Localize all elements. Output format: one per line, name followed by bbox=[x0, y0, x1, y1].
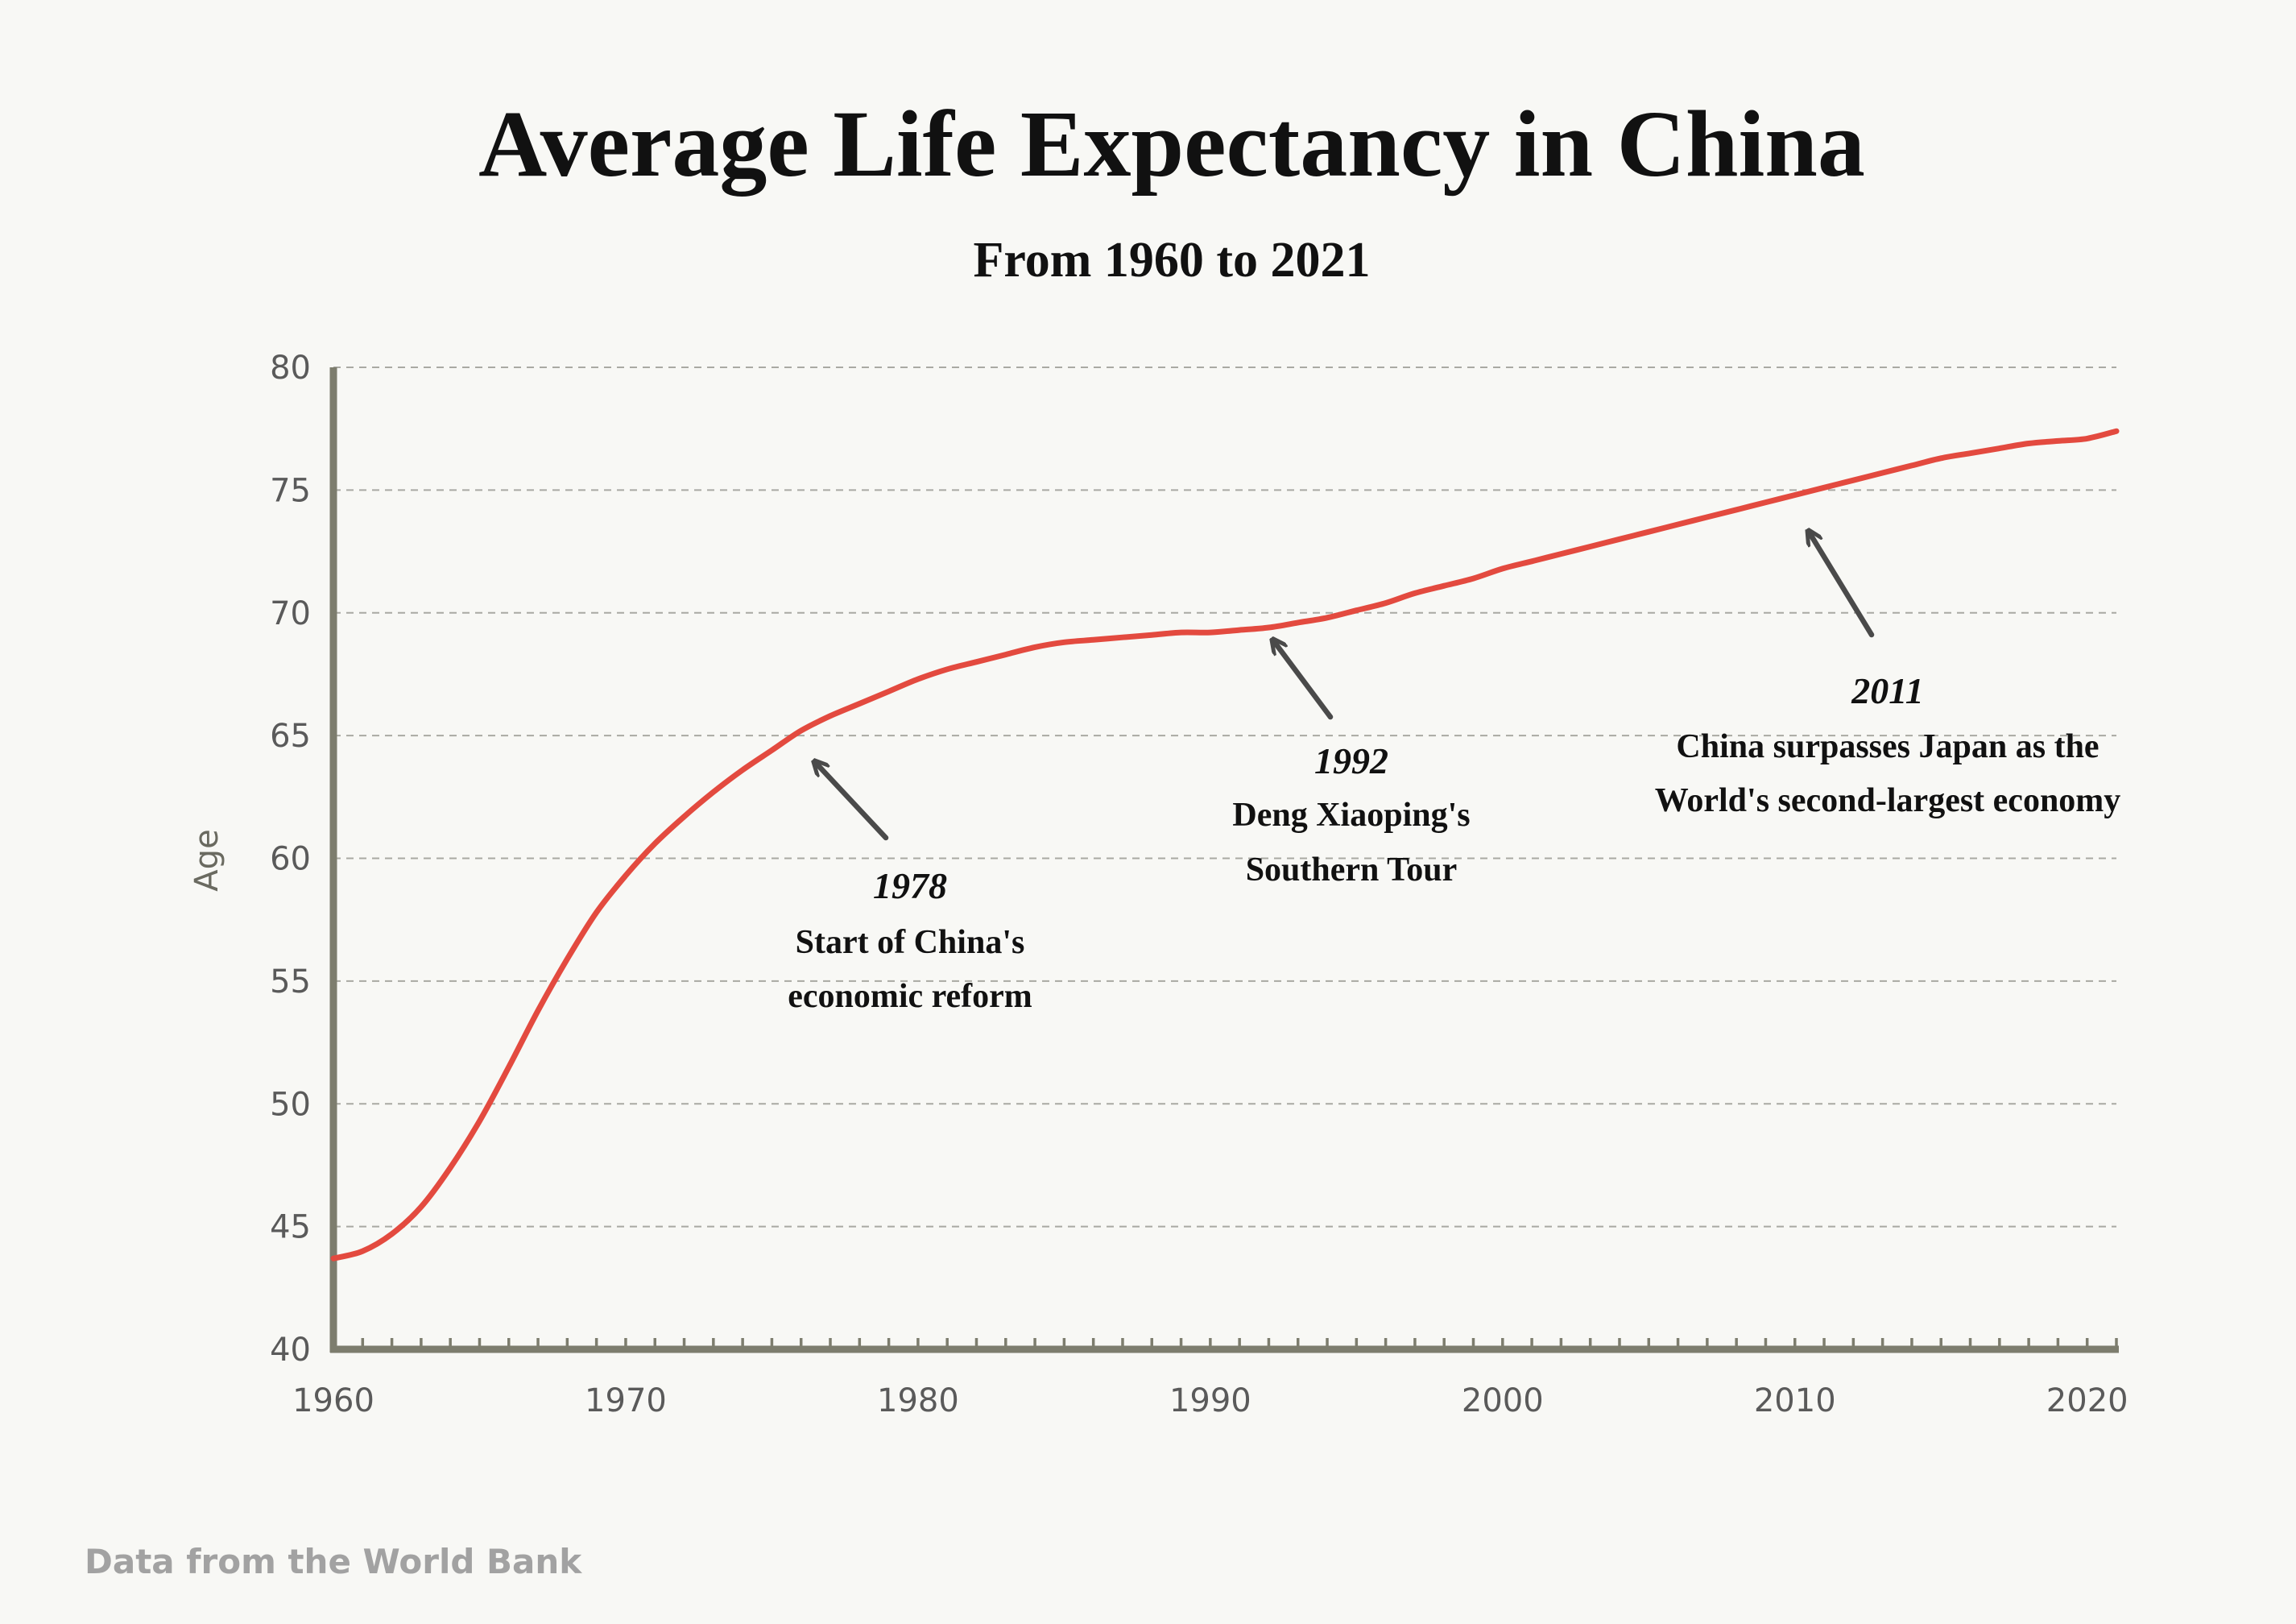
annotation-line-1992-1: Deng Xiaoping's bbox=[1232, 797, 1470, 834]
y-tick-label: 75 bbox=[270, 472, 311, 509]
annotation-line-1978-1: Start of China's bbox=[796, 924, 1025, 961]
x-tick-label: 2020 bbox=[2046, 1382, 2128, 1419]
annotation-line-2011-2: World's second-largest economy bbox=[1655, 782, 2121, 819]
y-tick-label: 55 bbox=[270, 963, 311, 1000]
x-tick-label: 1990 bbox=[1169, 1382, 1251, 1419]
arrow-2011 bbox=[1809, 532, 1875, 638]
annotation-year-1992: 1992 bbox=[1314, 740, 1388, 781]
arrow-1992 bbox=[1273, 640, 1334, 720]
annotation-1992: 1992 Deng Xiaoping's Southern Tour bbox=[1232, 640, 1471, 889]
source-note: Data from the World Bank bbox=[85, 1542, 582, 1581]
y-tick-label: 50 bbox=[270, 1086, 311, 1123]
y-tick-label: 40 bbox=[270, 1332, 311, 1369]
annotation-line-1992-2: Southern Tour bbox=[1246, 851, 1458, 889]
annotation-line-2011-1: China surpasses Japan as the bbox=[1676, 728, 2099, 765]
y-tick-label: 60 bbox=[270, 841, 311, 878]
y-axis-label: Age bbox=[188, 829, 225, 891]
annotation-2011: 2011 China surpasses Japan as the World'… bbox=[1655, 532, 2121, 819]
annotation-year-2011: 2011 bbox=[1851, 670, 1923, 711]
annotation-1978: 1978 Start of China's economic reform bbox=[788, 762, 1032, 1015]
annotation-year-1978: 1978 bbox=[873, 865, 947, 906]
y-tick-label: 65 bbox=[270, 718, 311, 755]
gridlines bbox=[333, 367, 2116, 1228]
chart-subtitle: From 1960 to 2021 bbox=[973, 233, 1370, 288]
x-tick-label: 1980 bbox=[877, 1382, 959, 1419]
y-tick-labels: 40 45 50 55 60 65 70 75 80 bbox=[270, 350, 311, 1369]
arrow-1978 bbox=[815, 762, 889, 841]
x-tick-label: 2000 bbox=[1462, 1382, 1544, 1419]
x-tick-label: 2010 bbox=[1754, 1382, 1836, 1419]
chart-title: Average Life Expectancy in China bbox=[478, 91, 1865, 197]
y-tick-label: 70 bbox=[270, 595, 311, 632]
annotation-line-1978-2: economic reform bbox=[788, 978, 1032, 1015]
y-tick-label: 45 bbox=[270, 1209, 311, 1246]
x-tick-labels: 1960 1970 1980 1990 2000 2010 2020 bbox=[292, 1382, 2128, 1419]
y-tick-label: 80 bbox=[270, 350, 311, 387]
x-tick-label: 1960 bbox=[292, 1382, 374, 1419]
x-tick-label: 1970 bbox=[585, 1382, 667, 1419]
life-expectancy-line bbox=[330, 428, 2120, 1262]
